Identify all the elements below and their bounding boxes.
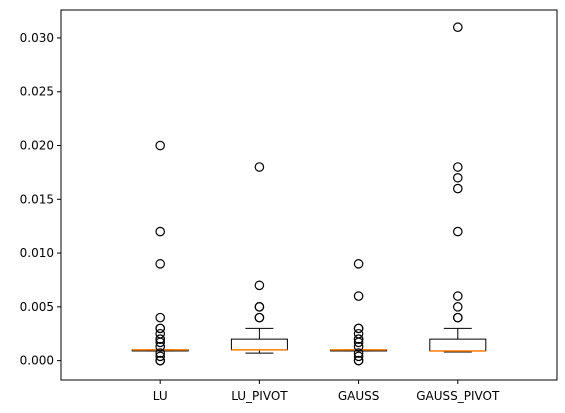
x-tick-label: LU_PIVOT	[231, 389, 288, 403]
x-tick-label: GAUSS	[338, 389, 380, 403]
plot-background	[61, 10, 557, 380]
y-tick-label: 0.000	[20, 354, 54, 368]
y-tick-label: 0.025	[20, 85, 54, 99]
y-tick-label: 0.030	[20, 31, 54, 45]
y-tick-label: 0.020	[20, 139, 54, 153]
x-tick-label: GAUSS_PIVOT	[416, 389, 500, 403]
y-tick-label: 0.015	[20, 192, 54, 206]
y-tick-label: 0.010	[20, 246, 54, 260]
y-tick-label: 0.005	[20, 300, 54, 314]
x-axis: LU LU_PIVOT GAUSS GAUSS_PIVOT	[153, 380, 500, 403]
x-tick-label: LU	[153, 389, 168, 403]
y-axis: 0.000 0.005 0.010 0.015 0.020 0.025 0.030	[20, 31, 61, 368]
